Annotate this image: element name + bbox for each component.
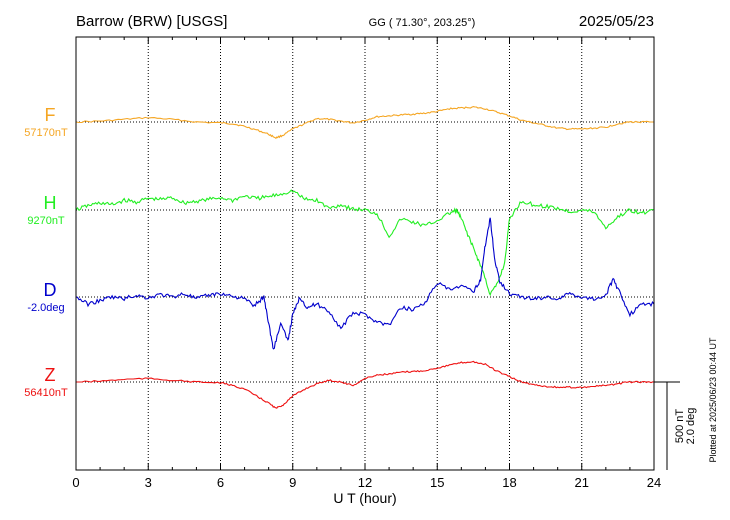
x-tick-label: 3 <box>145 475 152 490</box>
x-tick-label: 6 <box>217 475 224 490</box>
series-line-z <box>76 360 655 409</box>
x-tick-label: 15 <box>430 475 444 490</box>
series-name-z: Z <box>45 365 56 385</box>
series-name-h: H <box>44 193 57 213</box>
scale-bar-deg: 2.0 deg <box>685 408 697 445</box>
x-tick-label: 12 <box>358 475 372 490</box>
x-tick-label: 21 <box>575 475 589 490</box>
series-baseline-d: -2.0deg <box>27 302 64 314</box>
x-tick-label: 9 <box>289 475 296 490</box>
series-layer: F 57170nT H 9270nT D -2.0deg Z 56410nT <box>24 105 655 409</box>
series-line-f <box>75 106 654 140</box>
series-line-h <box>75 189 655 297</box>
series-baseline-f: 57170nT <box>24 127 68 139</box>
series-name-f: F <box>45 105 56 125</box>
grid-lines <box>147 37 583 470</box>
scale-bar: 500 nT 2.0 deg <box>654 381 697 470</box>
series-name-d: D <box>44 280 57 300</box>
x-axis: 0 3 6 9 12 15 18 21 24 <box>72 37 661 490</box>
scale-bar-nt: 500 nT <box>674 409 686 444</box>
x-tick-label: 18 <box>502 475 516 490</box>
x-tick-label: 0 <box>72 475 79 490</box>
plotted-timestamp: Plotted at 2025/06/23 00:44 UT <box>708 337 718 463</box>
coordinates-label: GG ( 71.30°, 203.25°) <box>369 17 476 29</box>
series-baseline-z: 56410nT <box>24 387 68 399</box>
x-tick-label: 24 <box>647 475 661 490</box>
series-line-d <box>75 217 655 350</box>
date-label: 2025/05/23 <box>579 13 654 30</box>
station-title: Barrow (BRW) [USGS] <box>76 13 227 30</box>
series-baseline-h: 9270nT <box>27 215 65 227</box>
x-axis-label: U T (hour) <box>333 490 396 506</box>
